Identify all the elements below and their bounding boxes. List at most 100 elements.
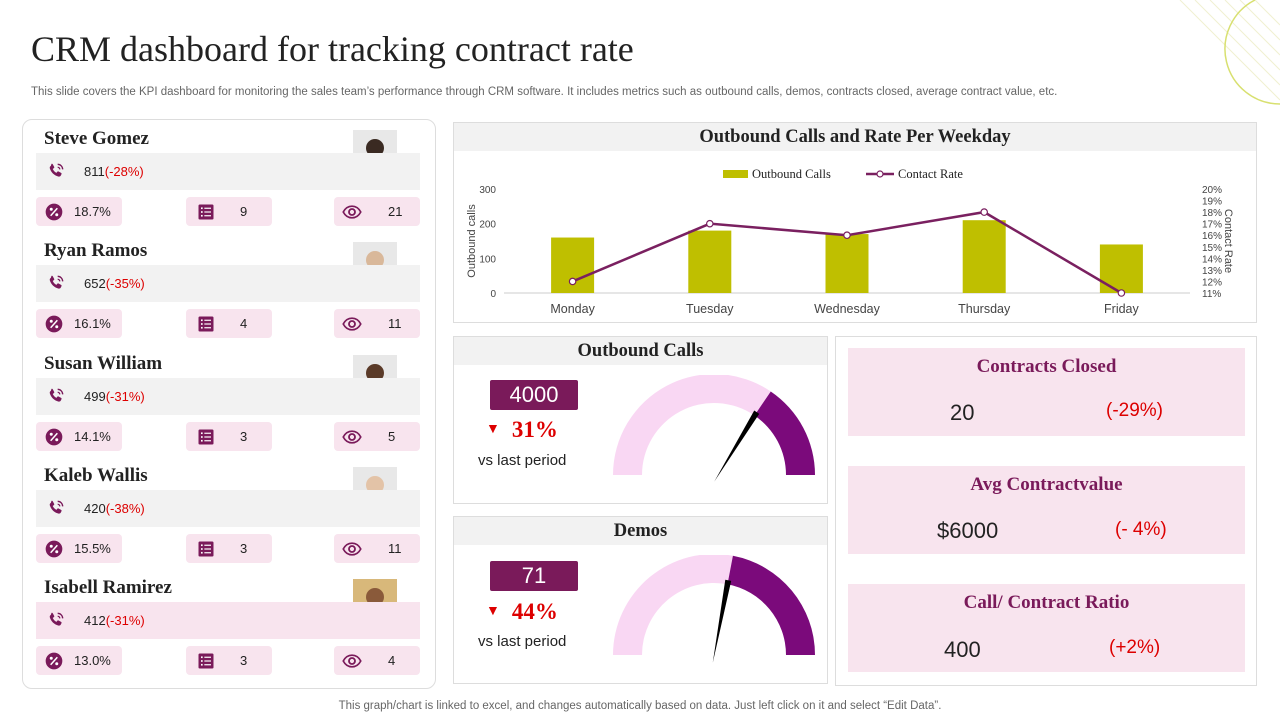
gauge-needle: [712, 579, 732, 663]
kpi-change: (+2%): [1109, 637, 1161, 658]
y2-tick-label: 18%: [1202, 208, 1222, 219]
contact-rate-point: [980, 208, 989, 216]
gauge-track: [613, 555, 733, 655]
eye-icon: [342, 427, 362, 447]
outbound-value-badge: 4000: [490, 380, 578, 410]
demos-card: Demos 71 ▼ 44% vs last period: [453, 516, 828, 684]
person-card: Kaleb Wallis 420(-38%) 15.5% 3: [22, 459, 436, 569]
person-tasks: 4: [240, 316, 248, 332]
x-tick-label: Monday: [550, 302, 595, 316]
y-tick-label: 200: [479, 220, 496, 231]
person-views-chip: 21: [334, 197, 420, 226]
kpi-title: Avg Contractvalue: [970, 474, 1123, 495]
person-views-chip: 11: [334, 309, 420, 339]
person-calls-change: (-31%): [105, 613, 145, 629]
x-tick-label: Friday: [1104, 302, 1139, 316]
down-arrow-icon: ▼: [486, 422, 500, 437]
person-calls-change: (-28%): [104, 164, 144, 179]
outbound-card-title: Outbound Calls: [454, 337, 827, 365]
eye-icon: [342, 314, 362, 334]
decorative-corner-shape: [1179, 0, 1280, 105]
eye-icon: [342, 202, 362, 222]
percent-icon: [44, 539, 64, 559]
phone-icon: [46, 273, 66, 293]
person-calls-change: (-35%): [105, 276, 145, 292]
person-views: 5: [388, 428, 396, 444]
sales-team-panel: [22, 119, 436, 689]
person-tasks: 3: [240, 653, 248, 669]
person-rate-chip: 14.1%: [36, 421, 122, 451]
person-calls-bar: 499(-31%): [36, 377, 420, 415]
bar-outbound-calls: [962, 220, 1006, 293]
person-rate-chip: 15.5%: [36, 533, 122, 563]
eye-icon: [342, 651, 362, 671]
y2-tick-label: 14%: [1202, 254, 1222, 265]
person-rate: 18.7%: [74, 204, 111, 219]
person-views-chip: 5: [334, 421, 420, 451]
person-calls-bar: 420(-38%): [36, 489, 420, 527]
x-tick-label: Tuesday: [686, 302, 734, 316]
person-rate: 14.1%: [74, 428, 111, 444]
person-views-chip: 4: [334, 646, 420, 676]
contact-rate-point: [568, 277, 577, 286]
y2-tick-label: 17%: [1202, 220, 1222, 231]
contact-rate-point: [706, 219, 714, 228]
person-calls-change: (-31%): [105, 388, 145, 404]
person-rate: 15.5%: [74, 540, 111, 556]
demos-value-badge: 71: [490, 561, 578, 591]
person-calls: 652(-35%): [84, 276, 145, 292]
list-icon: [196, 427, 216, 447]
demos-change: ▼ 44%: [486, 599, 558, 625]
legend-swatch-outbound: [723, 170, 748, 178]
person-tasks: 3: [240, 428, 248, 444]
kpi-value: 400: [944, 637, 981, 662]
list-icon: [196, 539, 216, 559]
y-tick-label: 0: [490, 289, 496, 300]
y2-tick-label: 19%: [1202, 197, 1222, 208]
y-tick-label: 300: [479, 185, 496, 196]
phone-icon: [46, 498, 66, 518]
person-calls-bar: 412(-31%): [36, 602, 420, 640]
demos-card-title: Demos: [454, 517, 827, 545]
person-calls: 420(-38%): [84, 500, 145, 516]
weekday-chart: 0 100 200 300 11%12%13%14%15%16%17%18%19%20%…: [466, 167, 1234, 316]
phone-icon: [46, 386, 66, 406]
y2-tick-label: 11%: [1202, 289, 1221, 300]
person-views: 4: [388, 653, 396, 669]
person-calls: 499(-31%): [84, 388, 145, 404]
person-tasks-chip: 9: [186, 197, 272, 226]
kpi-value: 20: [950, 400, 975, 425]
demos-gauge: [613, 555, 815, 663]
outbound-gauge: [613, 375, 815, 482]
gauge-value-segment: [727, 555, 815, 655]
y2-tick-label: 16%: [1202, 231, 1222, 242]
y2-axis-title: Contact Rate: [1222, 209, 1234, 273]
kpi-value: $6000: [937, 518, 999, 543]
person-rate-chip: 18.7%: [36, 197, 122, 226]
kpi-panel: [835, 336, 1257, 686]
percent-icon: [44, 651, 64, 671]
person-name: Steve Gomez: [44, 128, 149, 149]
weekday-chart-card: Outbound Calls and Rate Per Weekday 0 100…: [453, 122, 1257, 323]
demos-change-value: 44%: [511, 599, 558, 624]
contact-rate-point: [1117, 289, 1126, 297]
x-tick-label: Thursday: [958, 302, 1011, 316]
person-tasks-chip: 3: [186, 646, 272, 676]
eye-icon: [342, 539, 362, 559]
y-axis-title: Outbound calls: [466, 204, 478, 278]
demos-vs-label: vs last period: [478, 633, 567, 650]
kpi-title: Call/ Contract Ratio: [963, 592, 1130, 613]
list-icon: [196, 651, 216, 671]
person-views: 11: [388, 316, 402, 332]
person-rate-chip: 16.1%: [36, 309, 122, 339]
person-calls-change: (-38%): [105, 500, 145, 516]
percent-icon: [44, 427, 64, 447]
bar-outbound-calls: [1099, 244, 1143, 293]
gauge-needle: [714, 410, 760, 482]
kpi-avg-contract-value: Avg Contractvalue $6000 (- 4%): [848, 466, 1245, 554]
list-icon: [196, 314, 216, 334]
x-tick-label: Wednesday: [814, 302, 881, 316]
kpi-call-contract-ratio: Call/ Contract Ratio 400 (+2%): [848, 584, 1245, 672]
person-tasks-chip: 4: [186, 309, 272, 339]
person-tasks-chip: 3: [186, 533, 272, 563]
